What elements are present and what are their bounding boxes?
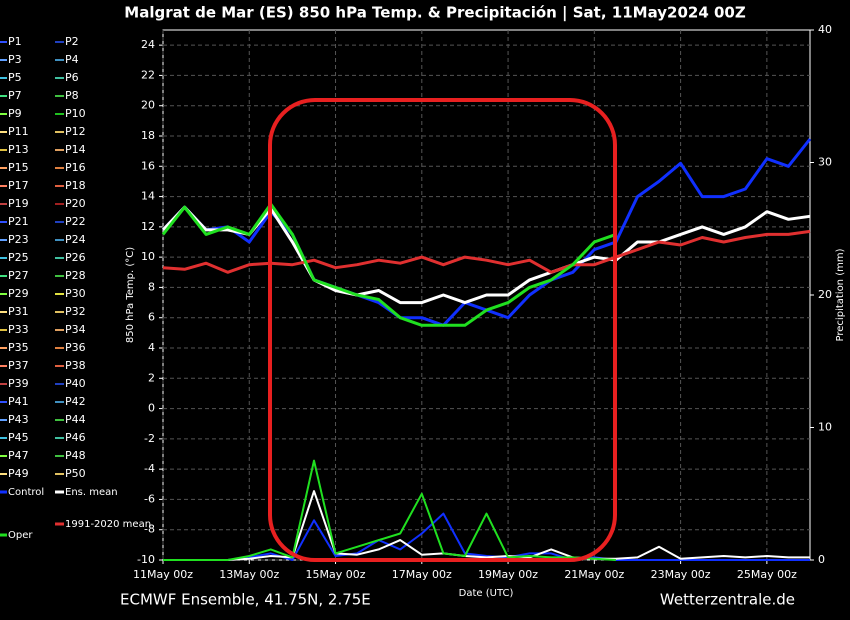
legend-label: P35	[8, 341, 29, 354]
legend-label: P13	[8, 143, 29, 156]
legend-label: P31	[8, 305, 29, 318]
x-tick-label: 19May 00z	[478, 568, 538, 581]
precipitation-line	[163, 490, 810, 561]
legend-label: P34	[65, 323, 86, 336]
x-tick-label: 23May 00z	[651, 568, 711, 581]
y-tick-label: 0	[148, 402, 155, 415]
legend-label: P26	[65, 251, 86, 264]
legend-label: P47	[8, 449, 29, 462]
source: Wetterzentrale.de	[660, 591, 795, 609]
legend-label: P2	[65, 35, 79, 48]
legend-label: P29	[8, 287, 29, 300]
y-tick-label: -10	[137, 553, 155, 566]
legend-label: P12	[65, 125, 86, 138]
legend-label: P33	[8, 323, 29, 336]
highlight-box	[268, 98, 617, 562]
y-tick-label: 6	[148, 311, 155, 324]
legend-label: P22	[65, 215, 86, 228]
y-tick-label: 12	[141, 220, 155, 233]
legend-label: P18	[65, 179, 86, 192]
legend-label: P8	[65, 89, 79, 102]
legend-label: P23	[8, 233, 29, 246]
y2-tick-label: 20	[818, 288, 832, 301]
legend-label: P30	[65, 287, 86, 300]
legend-label: P42	[65, 395, 86, 408]
legend-label: P38	[65, 359, 86, 372]
x-tick-label: 17May 00z	[392, 568, 452, 581]
y-tick-label: 14	[141, 190, 155, 203]
legend-label: P17	[8, 179, 29, 192]
x-tick-label: 25May 00z	[737, 568, 797, 581]
y2-tick-label: 10	[818, 421, 832, 434]
legend-label: P46	[65, 431, 86, 444]
x-tick-label: 21May 00z	[564, 568, 624, 581]
legend-label: P49	[8, 467, 29, 480]
y-tick-label: 4	[148, 341, 155, 354]
legend-label: P24	[65, 233, 86, 246]
y-tick-label: 16	[141, 159, 155, 172]
legend-label: Ens. mean	[65, 487, 118, 498]
y-tick-label: 8	[148, 280, 155, 293]
y-tick-label: 22	[141, 68, 155, 81]
y2-tick-label: 30	[818, 156, 832, 169]
legend-label: P14	[65, 143, 86, 156]
legend-label: P3	[8, 53, 22, 66]
legend-label: P27	[8, 269, 29, 282]
y-tick-label: 2	[148, 371, 155, 384]
temperature-line	[161, 202, 617, 327]
legend-label: P28	[65, 269, 86, 282]
legend-label: P40	[65, 377, 86, 390]
legend-label: Oper	[8, 530, 33, 541]
legend-label: Control	[8, 487, 44, 498]
y2-axis-label: Precipitation (mm)	[835, 248, 846, 341]
legend-label: P9	[8, 107, 22, 120]
legend-label: 1991-2020 mean	[65, 519, 151, 530]
y-tick-label: 10	[141, 250, 155, 263]
legend-label: P39	[8, 377, 29, 390]
legend-label: P48	[65, 449, 86, 462]
legend-label: P19	[8, 197, 29, 210]
legend-label: P25	[8, 251, 29, 264]
legend-label: P10	[65, 107, 86, 120]
legend-label: P6	[65, 71, 79, 84]
y2-tick-label: 0	[818, 553, 825, 566]
legend-label: P45	[8, 431, 29, 444]
y-tick-label: -4	[144, 462, 155, 475]
plot-area: -10-8-6-4-202468101214161820222401020304…	[133, 23, 832, 581]
chart-title: Malgrat de Mar (ES) 850 hPa Temp. & Prec…	[124, 4, 746, 23]
legend-label: P36	[65, 341, 86, 354]
legend-label: P11	[8, 125, 29, 138]
legend-label: P43	[8, 413, 29, 426]
y-tick-label: 24	[141, 38, 155, 51]
legend-label: P7	[8, 89, 22, 102]
legend-label: P5	[8, 71, 22, 84]
legend-label: P50	[65, 467, 86, 480]
subtitle: ECMWF Ensemble, 41.75N, 2.75E	[120, 591, 371, 609]
precipitation-line	[163, 512, 810, 561]
legend-label: P16	[65, 161, 86, 174]
y-tick-label: -2	[144, 432, 155, 445]
legend-label: P21	[8, 215, 29, 228]
legend-label: P20	[65, 197, 86, 210]
x-tick-label: 13May 00z	[219, 568, 279, 581]
legend-label: P15	[8, 161, 29, 174]
legend-label: P37	[8, 359, 29, 372]
x-axis-label: Date (UTC)	[459, 588, 514, 599]
y2-tick-label: 40	[818, 23, 832, 36]
y-tick-label: 20	[141, 99, 155, 112]
y-tick-label: 18	[141, 129, 155, 142]
y-axis-label: 850 hPa Temp. (°C)	[125, 247, 136, 343]
x-tick-label: 15May 00z	[306, 568, 366, 581]
legend-label: P4	[65, 53, 79, 66]
legend-label: P1	[8, 35, 22, 48]
precipitation-line	[163, 459, 616, 561]
legend-label: P44	[65, 413, 86, 426]
x-tick-label: 11May 00z	[133, 568, 193, 581]
legend-label: P32	[65, 305, 86, 318]
legend-label: P41	[8, 395, 29, 408]
y-tick-label: -6	[144, 492, 155, 505]
y-tick-label: -8	[144, 523, 155, 536]
